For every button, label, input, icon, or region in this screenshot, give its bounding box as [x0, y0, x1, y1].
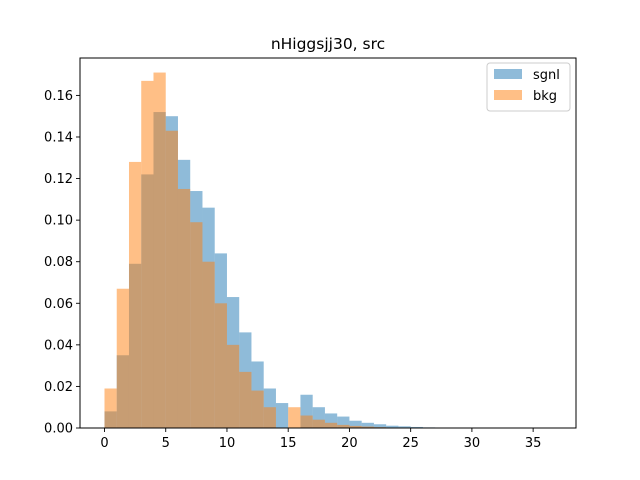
y-tick-label-7: 0.14 — [44, 130, 73, 145]
bar-bkg-19 — [337, 424, 350, 428]
bar-sgnl-20 — [349, 420, 362, 428]
bar-bkg-15 — [288, 407, 301, 428]
y-tick-label-0: 0.00 — [44, 422, 73, 437]
bar-sgnl-23 — [386, 425, 399, 428]
x-tick-label-25: 25 — [402, 436, 419, 451]
y-tick-label-8: 0.16 — [44, 89, 73, 104]
bar-sgnl-19 — [337, 416, 350, 428]
x-tick-label-30: 30 — [464, 436, 481, 451]
x-tick-label-15: 15 — [280, 436, 297, 451]
bars-layer — [104, 72, 485, 429]
bar-bkg-5 — [165, 130, 178, 428]
bar-bkg-18 — [324, 422, 338, 428]
bar-bkg-13 — [263, 407, 276, 428]
x-axis: 0 5 10 15 20 25 30 35 — [100, 428, 541, 451]
bar-sgnl-25 — [410, 426, 423, 428]
x-tick-label-5: 5 — [162, 436, 170, 451]
x-tick-label-35: 35 — [525, 436, 542, 451]
y-tick-label-5: 0.10 — [44, 214, 73, 229]
y-tick-label-3: 0.06 — [44, 297, 73, 312]
legend-label-bkg: bkg — [533, 89, 557, 104]
bar-bkg-21 — [361, 426, 374, 428]
y-tick-label-2: 0.04 — [44, 338, 73, 353]
bar-bkg-20 — [349, 425, 362, 428]
x-tick-label-20: 20 — [341, 436, 358, 451]
legend: sgnl bkg — [486, 62, 571, 112]
bar-sgnl-24 — [398, 426, 411, 428]
bar-bkg-1 — [116, 288, 129, 428]
bar-bkg-8 — [202, 261, 215, 428]
y-axis: 0.00 0.02 0.04 0.06 0.08 0.10 0.12 0.14 0.16 — [44, 89, 80, 437]
bar-bkg-6 — [177, 188, 191, 428]
y-tick-label-1: 0.02 — [44, 380, 73, 395]
bar-bkg-10 — [226, 344, 240, 428]
legend-swatch-bkg — [494, 90, 522, 100]
legend-label-sgnl: sgnl — [533, 68, 560, 83]
x-tick-label-0: 0 — [100, 436, 108, 451]
y-tick-label-6: 0.12 — [44, 172, 73, 187]
bar-bkg-17 — [312, 419, 325, 428]
bar-sgnl-22 — [373, 424, 387, 428]
bar-bkg-3 — [141, 80, 154, 428]
bar-bkg-7 — [190, 222, 203, 428]
plot-frame — [79, 57, 577, 429]
bar-sgnl-21 — [361, 422, 374, 428]
bar-bkg-2 — [128, 161, 142, 428]
bar-bkg-11 — [239, 371, 252, 428]
bar-bkg-12 — [251, 390, 264, 428]
bar-bkg-9 — [214, 303, 227, 428]
x-tick-label-10: 10 — [219, 436, 236, 451]
bar-bkg-16 — [300, 415, 313, 428]
bar-sgnl-14 — [275, 403, 289, 428]
y-tick-label-4: 0.08 — [44, 255, 73, 270]
bar-bkg-0 — [104, 388, 117, 428]
chart-title: nHiggsjj30, src — [271, 35, 385, 53]
bar-bkg-4 — [153, 72, 166, 428]
legend-swatch-sgnl — [494, 69, 522, 79]
